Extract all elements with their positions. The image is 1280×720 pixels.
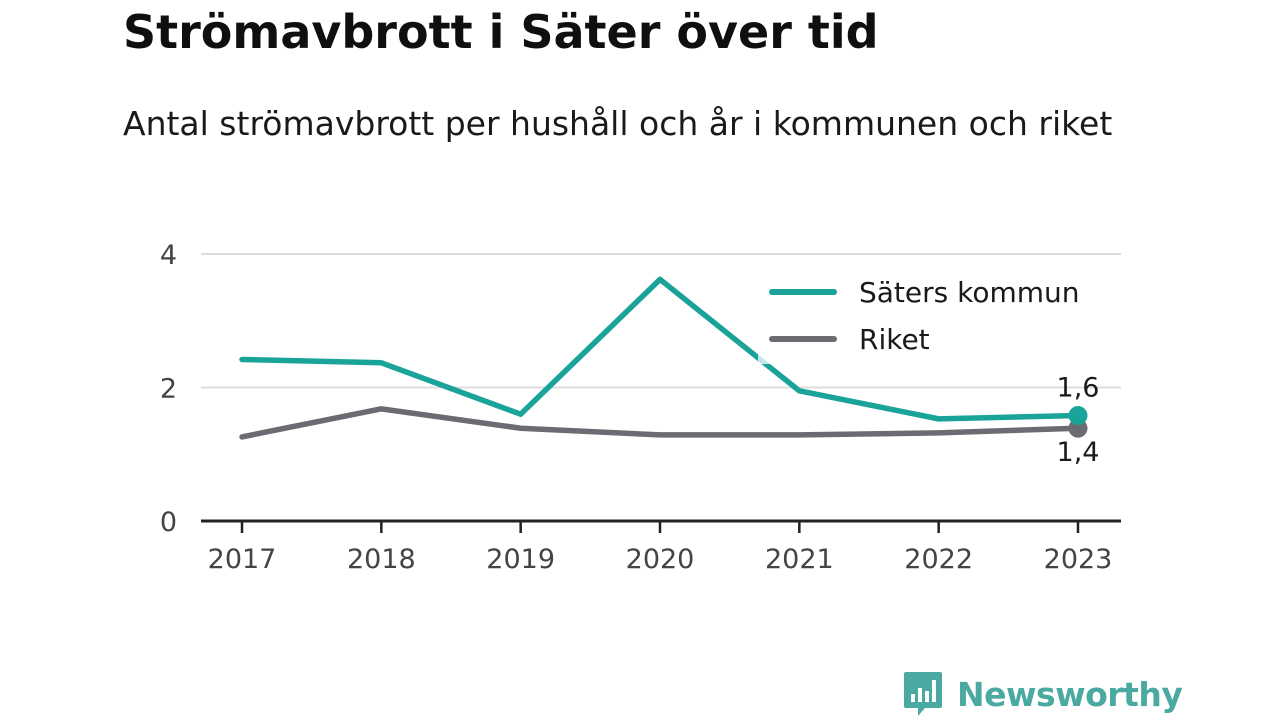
end-labels: 1,6 1,4 [1057, 373, 1100, 469]
x-tick-label: 2023 [1044, 544, 1113, 575]
x-tick-label: 2019 [486, 544, 555, 575]
x-tick-label: 2020 [626, 544, 695, 575]
series-lines [239, 276, 1088, 440]
legend: Säters kommun Riket [758, 268, 1108, 364]
brand-name: Newsworthy [957, 674, 1183, 714]
x-tick-label: 2017 [208, 544, 277, 575]
end-value-label: 1,4 [1057, 437, 1100, 468]
series-line [239, 276, 1081, 422]
x-tick-label: 2018 [347, 544, 416, 575]
legend-background [758, 268, 1108, 364]
y-tick-label: 2 [160, 374, 177, 405]
bar-chart-bubble-icon [904, 672, 942, 716]
grid-lines [201, 253, 1121, 389]
y-tick-label: 0 [160, 507, 177, 538]
end-value-label: 1,6 [1057, 373, 1100, 404]
brand-logo: Newsworthy [903, 670, 1183, 718]
axes: 0 2 4 2017 2018 2019 2020 2021 2022 2023 [160, 240, 1121, 575]
series-line [239, 406, 1081, 440]
chart-subtitle: Antal strömavbrott per hushåll och år i … [123, 104, 1113, 143]
x-tick-label: 2022 [904, 544, 973, 575]
y-tick-label: 4 [160, 240, 177, 271]
legend-label: Säters kommun [859, 276, 1080, 309]
series-end-point [1068, 406, 1088, 426]
legend-label: Riket [859, 323, 930, 356]
x-tick-label: 2021 [765, 544, 834, 575]
chart-title: Strömavbrott i Säter över tid [123, 5, 879, 59]
